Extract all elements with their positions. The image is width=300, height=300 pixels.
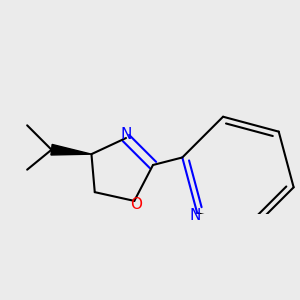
- Text: O: O: [130, 197, 142, 212]
- Text: N: N: [120, 127, 132, 142]
- Polygon shape: [51, 144, 92, 155]
- Text: N: N: [189, 208, 201, 223]
